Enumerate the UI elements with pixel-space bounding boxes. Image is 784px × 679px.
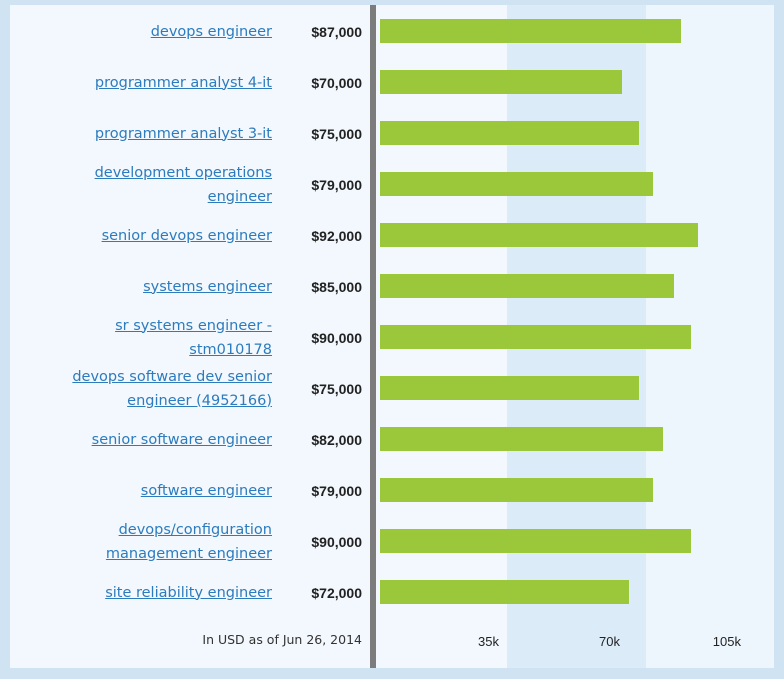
salary-bar — [380, 325, 691, 349]
currency-note: In USD as of Jun 26, 2014 — [202, 632, 362, 647]
job-title-line: stm010178 — [189, 341, 272, 358]
salary-label: $92,000 — [311, 227, 362, 244]
job-title-link[interactable]: devops engineer — [22, 6, 272, 57]
salary-label: $90,000 — [311, 329, 362, 346]
chart-row: programmer analyst 3-it $75,000 — [0, 108, 784, 159]
chart-row: devops software dev senior engineer (4952… — [0, 363, 784, 414]
job-title-link[interactable]: systems engineer — [22, 261, 272, 312]
job-title-line: software engineer — [140, 482, 272, 499]
salary-bar — [380, 580, 629, 604]
job-title-link[interactable]: devops software dev senior engineer (4952… — [22, 363, 272, 414]
x-tick-label: 105k — [712, 634, 741, 649]
job-title-text: devops/configuration management engineer — [106, 518, 272, 566]
salary-label: $85,000 — [311, 278, 362, 295]
job-title-line: development operations — [94, 164, 272, 181]
chart-row: programmer analyst 4-it $70,000 — [0, 57, 784, 108]
salary-label: $75,000 — [311, 125, 362, 142]
salary-bar — [380, 19, 681, 43]
salary-bar — [380, 121, 639, 145]
job-title-text: devops software dev senior engineer (4952… — [72, 365, 272, 413]
y-axis-line — [370, 5, 376, 668]
salary-bar — [380, 172, 653, 196]
job-title-line: engineer (4952166) — [127, 392, 272, 409]
job-title-text: senior devops engineer — [102, 224, 272, 248]
salary-label: $90,000 — [311, 533, 362, 550]
salary-bar — [380, 427, 663, 451]
job-title-line: programmer analyst 3-it — [94, 125, 272, 142]
job-title-line: programmer analyst 4-it — [94, 74, 272, 91]
chart-row: systems engineer $85,000 — [0, 261, 784, 312]
chart-row: site reliability engineer $72,000 — [0, 567, 784, 618]
job-title-line: senior software engineer — [91, 431, 272, 448]
salary-label: $79,000 — [311, 176, 362, 193]
job-title-link[interactable]: site reliability engineer — [22, 567, 272, 618]
job-title-line: management engineer — [105, 545, 272, 562]
job-title-line: senior devops engineer — [101, 227, 272, 244]
salary-label: $72,000 — [311, 584, 362, 601]
job-title-link[interactable]: senior devops engineer — [22, 210, 272, 261]
salary-bar — [380, 376, 639, 400]
chart-row: senior software engineer $82,000 — [0, 414, 784, 465]
job-title-text: programmer analyst 4-it — [95, 71, 272, 95]
job-title-text: devops engineer — [151, 20, 272, 44]
salary-label: $82,000 — [311, 431, 362, 448]
salary-label: $87,000 — [311, 23, 362, 40]
salary-label: $75,000 — [311, 380, 362, 397]
job-title-line: devops/configuration — [118, 521, 272, 538]
job-title-text: site reliability engineer — [105, 581, 272, 605]
job-title-line: site reliability engineer — [105, 584, 272, 601]
salary-bar — [380, 478, 653, 502]
job-title-link[interactable]: programmer analyst 4-it — [22, 57, 272, 108]
chart-row: software engineer $79,000 — [0, 465, 784, 516]
chart-row: devops/configuration management engineer $… — [0, 516, 784, 567]
job-title-link[interactable]: sr systems engineer - stm010178 — [22, 312, 272, 363]
job-title-text: senior software engineer — [92, 428, 272, 452]
job-title-link[interactable]: devops/configuration management engineer — [22, 516, 272, 567]
job-title-text: systems engineer — [143, 275, 272, 299]
job-title-text: sr systems engineer - stm010178 — [115, 314, 272, 362]
job-title-line: systems engineer — [143, 278, 272, 295]
chart-row: sr systems engineer - stm010178 $90,000 — [0, 312, 784, 363]
salary-label: $79,000 — [311, 482, 362, 499]
chart-row: development operations engineer $79,000 — [0, 159, 784, 210]
job-title-line: devops engineer — [150, 23, 272, 40]
job-title-link[interactable]: programmer analyst 3-it — [22, 108, 272, 159]
job-title-link[interactable]: senior software engineer — [22, 414, 272, 465]
job-title-link[interactable]: development operations engineer — [22, 159, 272, 210]
job-title-text: development operations engineer — [95, 161, 272, 209]
salary-bar — [380, 223, 698, 247]
job-title-text: software engineer — [141, 479, 272, 503]
job-title-line: devops software dev senior — [72, 368, 272, 385]
job-title-line: engineer — [207, 188, 272, 205]
x-tick-label: 70k — [599, 634, 620, 649]
salary-bar — [380, 529, 691, 553]
salary-label: $70,000 — [311, 74, 362, 91]
chart-row: senior devops engineer $92,000 — [0, 210, 784, 261]
job-title-line: sr systems engineer - — [115, 317, 272, 334]
x-tick-label: 35k — [478, 634, 499, 649]
salary-bar — [380, 70, 622, 94]
job-title-text: programmer analyst 3-it — [95, 122, 272, 146]
chart-row: devops engineer $87,000 — [0, 6, 784, 57]
job-title-link[interactable]: software engineer — [22, 465, 272, 516]
salary-bar — [380, 274, 674, 298]
